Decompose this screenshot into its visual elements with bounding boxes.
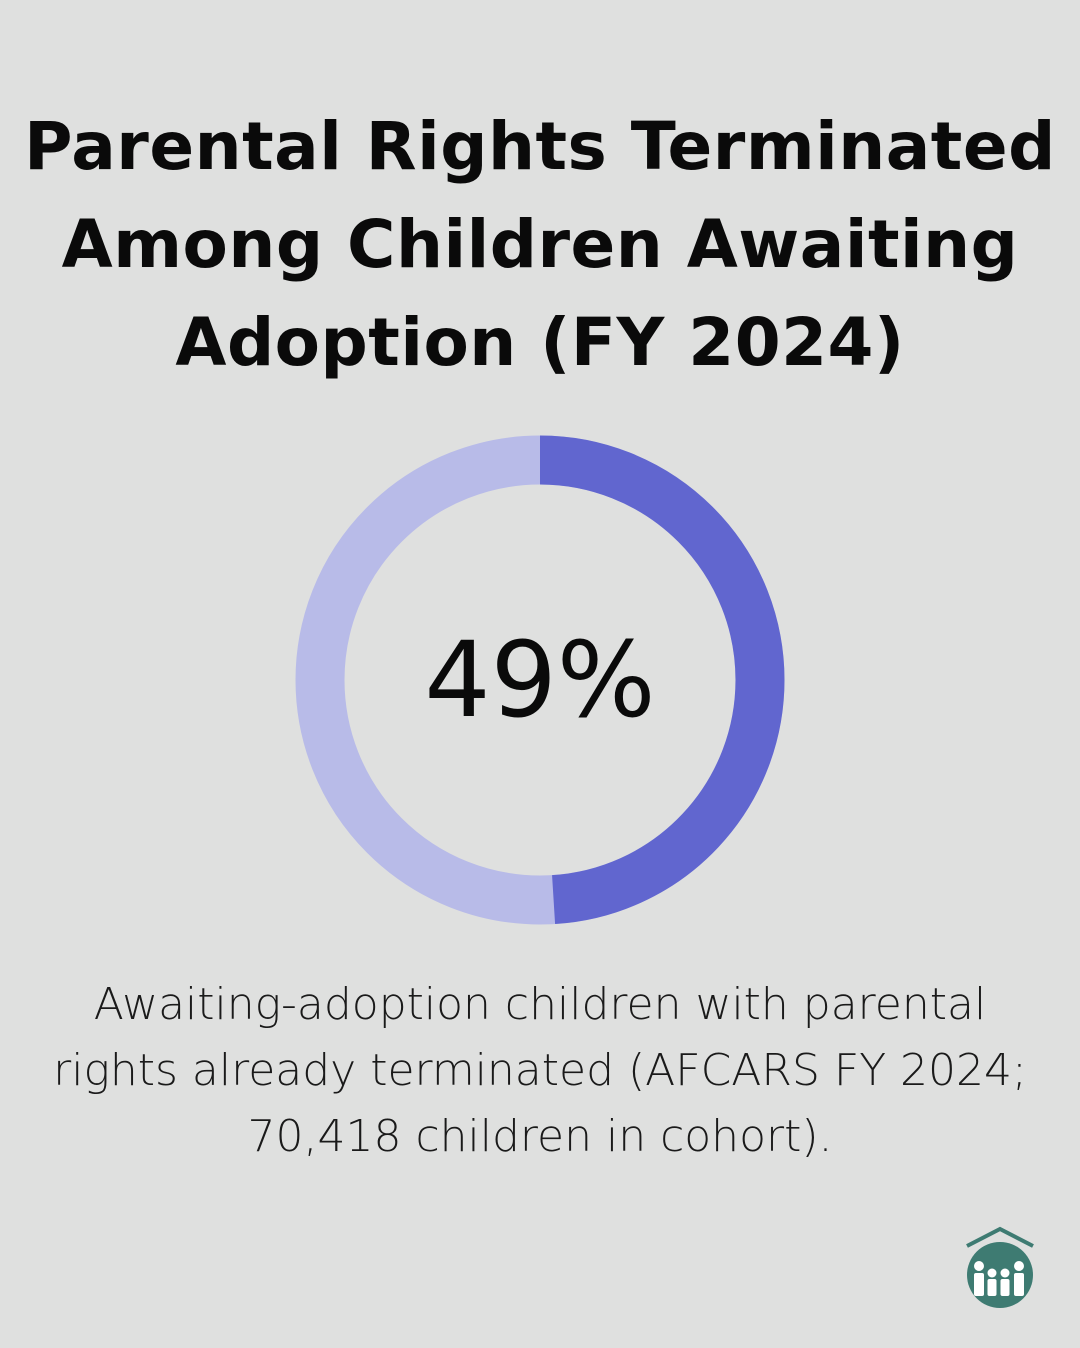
chart-title: Parental Rights Terminated Among Childre… xyxy=(24,108,1056,381)
chart-caption: Awaiting-adoption children with parental… xyxy=(53,979,1027,1162)
donut-value-arc xyxy=(295,435,785,925)
donut-center-label: 49% xyxy=(424,619,656,741)
house-family-logo-icon xyxy=(966,1226,1034,1308)
